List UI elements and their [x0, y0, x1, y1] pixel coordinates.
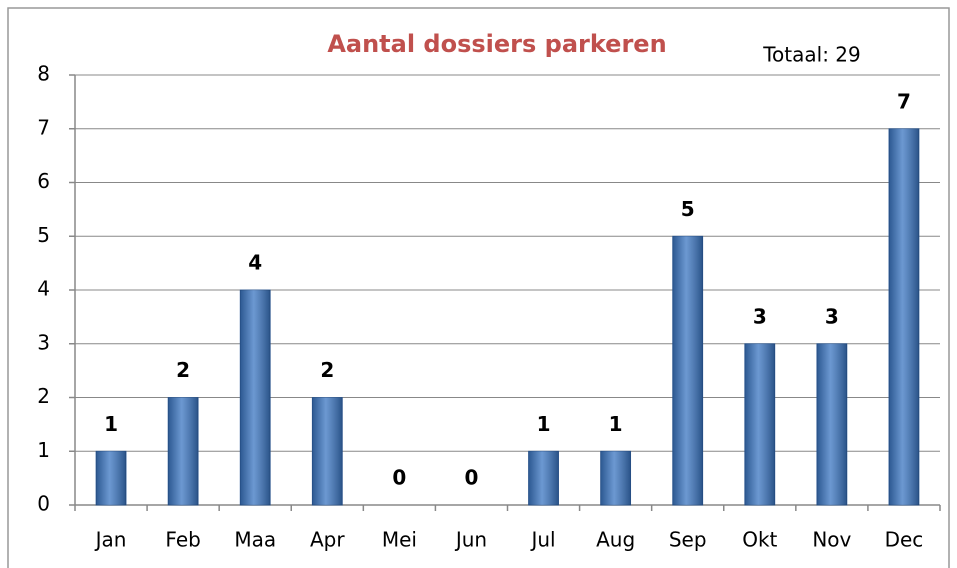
- bar-shine: [240, 290, 271, 505]
- bar-shine: [312, 397, 343, 505]
- bar-shine: [816, 343, 847, 505]
- bar-shine: [168, 397, 199, 505]
- y-tick-label: 1: [37, 438, 50, 462]
- x-tick-label: Jun: [454, 528, 487, 552]
- x-tick-label: Apr: [310, 528, 345, 552]
- y-tick-label: 6: [37, 169, 50, 193]
- y-tick-label: 0: [37, 492, 50, 516]
- chart-frame: [7, 7, 950, 568]
- x-tick-label: Jul: [529, 528, 555, 552]
- bar-shine: [528, 451, 559, 505]
- data-label: 0: [392, 466, 406, 490]
- data-label: 1: [537, 412, 551, 436]
- x-tick-label: Aug: [596, 528, 635, 552]
- data-label: 1: [104, 412, 118, 436]
- data-label: 7: [897, 89, 911, 113]
- y-tick-label: 7: [37, 115, 50, 139]
- y-tick-label: 8: [37, 62, 50, 86]
- bar-shine: [600, 451, 631, 505]
- bar-shine: [888, 128, 919, 505]
- data-label: 2: [176, 358, 190, 382]
- y-tick-label: 5: [37, 223, 50, 247]
- y-tick-label: 3: [37, 330, 50, 354]
- x-tick-label: Mei: [382, 528, 417, 552]
- x-tick-label: Sep: [669, 528, 707, 552]
- y-tick-label: 4: [37, 277, 50, 301]
- x-tick-label: Okt: [742, 528, 777, 552]
- data-label: 4: [248, 251, 262, 275]
- bar-shine: [744, 343, 775, 505]
- bar-shine: [672, 236, 703, 505]
- data-label: 3: [753, 304, 767, 328]
- x-tick-label: Nov: [812, 528, 851, 552]
- x-tick-label: Feb: [165, 528, 200, 552]
- x-tick-label: Dec: [885, 528, 924, 552]
- chart-title: Aantal dossiers parkeren: [327, 30, 666, 58]
- data-label: 0: [464, 466, 478, 490]
- data-label: 5: [681, 197, 695, 221]
- y-tick-label: 2: [37, 384, 50, 408]
- data-label: 2: [320, 358, 334, 382]
- data-label: 1: [609, 412, 623, 436]
- x-tick-label: Jan: [94, 528, 127, 552]
- data-label: 3: [825, 304, 839, 328]
- annotation: Totaal: 29: [762, 43, 861, 67]
- bar-shine: [96, 451, 127, 505]
- x-tick-label: Maa: [234, 528, 276, 552]
